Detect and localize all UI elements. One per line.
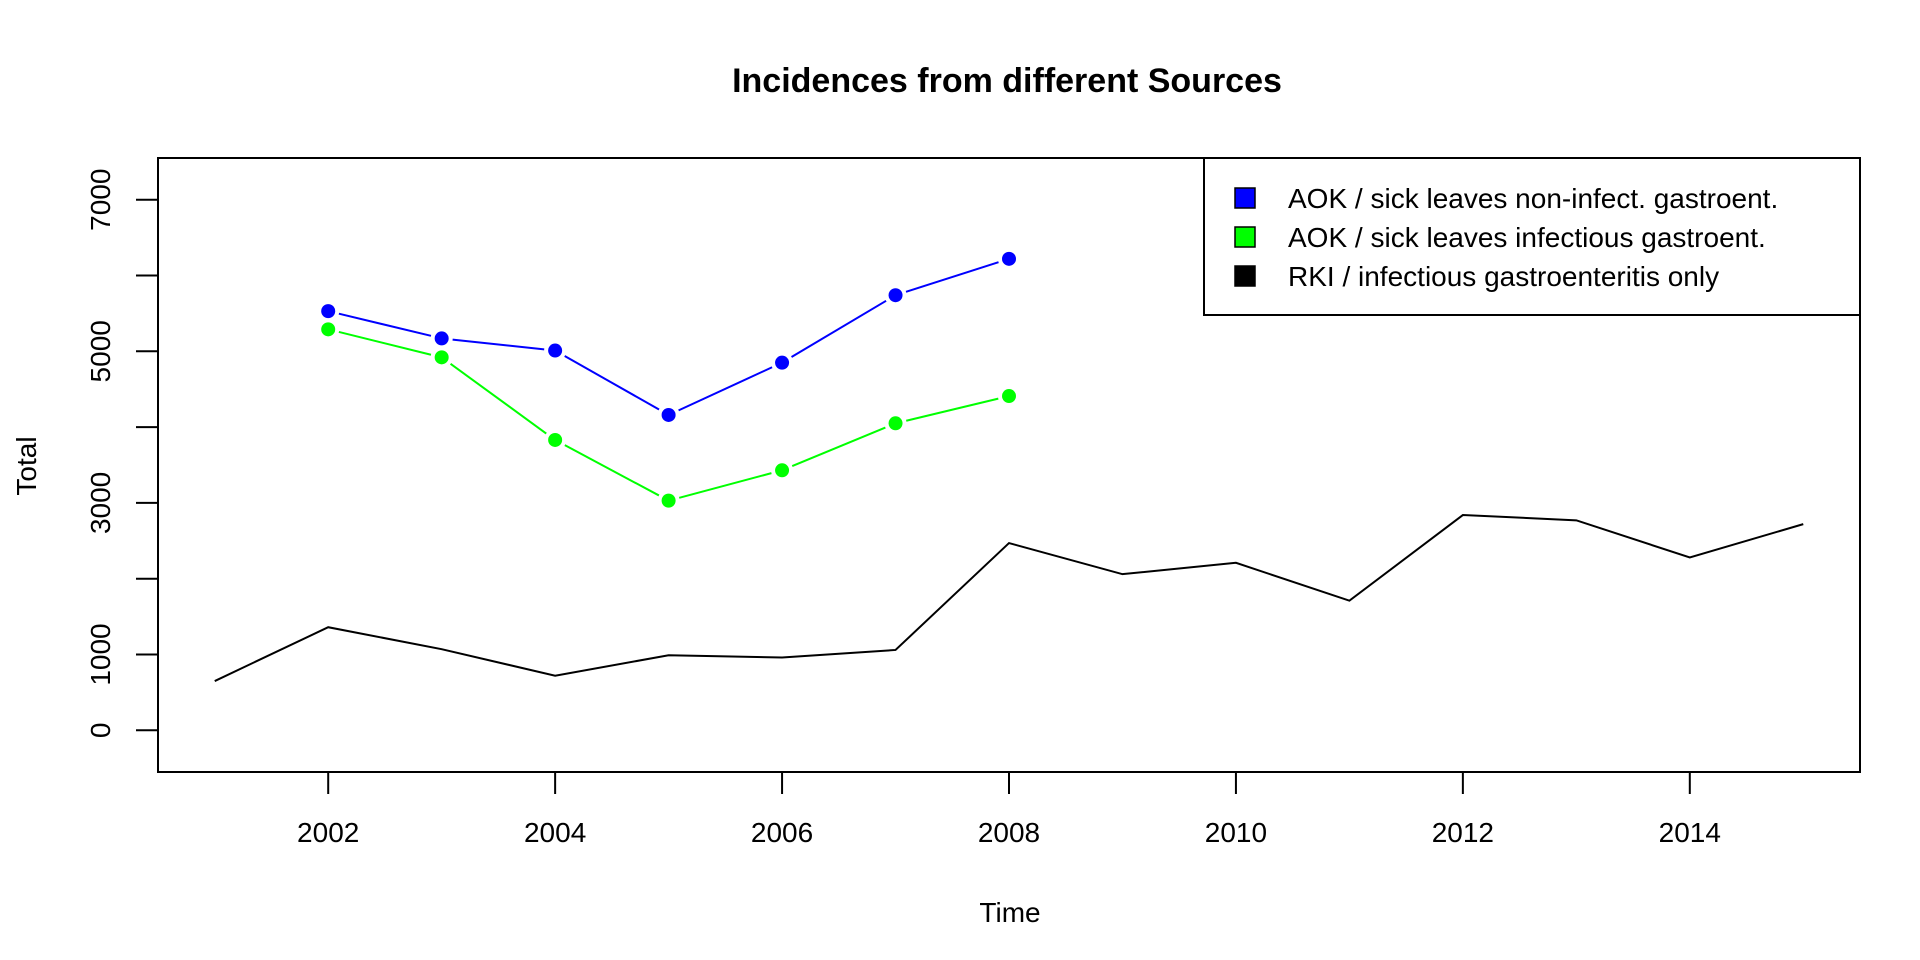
y-tick-label: 5000	[85, 320, 116, 382]
legend-item: RKI / infectious gastroenteritis only	[1234, 261, 1719, 292]
legend-item: AOK / sick leaves non-infect. gastroent.	[1234, 183, 1778, 214]
data-point	[775, 355, 790, 370]
legend-swatch-icon	[1234, 187, 1256, 209]
series-line-segment	[564, 444, 660, 497]
x-tick-label: 2004	[524, 817, 586, 848]
x-tick-label: 2010	[1205, 817, 1267, 848]
legend-swatch-icon	[1234, 265, 1256, 287]
data-point	[888, 288, 903, 303]
series-line-segment	[905, 261, 999, 293]
x-axis: 2002 2004 2006 2008 2010 2012 2014	[297, 771, 1721, 848]
series-line-segment	[678, 472, 772, 499]
series	[321, 251, 1016, 422]
y-axis: 0 1000 3000 5000 7000	[85, 169, 159, 739]
y-tick-label: 7000	[85, 169, 116, 231]
data-point	[775, 463, 790, 478]
data-point	[321, 322, 336, 337]
x-tick-label: 2012	[1432, 817, 1494, 848]
x-tick-label: 2008	[978, 817, 1040, 848]
series-line-segment	[791, 426, 886, 468]
data-point	[661, 407, 676, 422]
data-point	[661, 493, 676, 508]
series-line-segment	[564, 355, 660, 411]
data-point	[548, 343, 563, 358]
series-layer	[214, 251, 1804, 682]
y-tick-label: 3000	[85, 472, 116, 534]
y-tick-label: 0	[85, 723, 116, 739]
series-line-segment	[338, 312, 432, 337]
legend-box	[1203, 157, 1861, 316]
legend-label: AOK / sick leaves non-infect. gastroent.	[1288, 183, 1778, 214]
legend-label: AOK / sick leaves infectious gastroent.	[1288, 222, 1766, 253]
series-line-segment	[678, 366, 773, 412]
x-axis-label: Time	[979, 897, 1040, 928]
legend-label: RKI / infectious gastroenteritis only	[1288, 261, 1719, 292]
y-axis-label: Total	[11, 436, 42, 495]
chart-title: Incidences from different Sources	[732, 62, 1282, 100]
data-point	[1002, 251, 1016, 266]
x-tick-label: 2014	[1659, 817, 1721, 848]
x-tick-label: 2002	[297, 817, 359, 848]
series	[214, 514, 1804, 682]
series-line-segment	[905, 397, 999, 422]
series	[321, 322, 1016, 508]
legend-item: AOK / sick leaves infectious gastroent.	[1234, 222, 1766, 253]
series-line-segment	[338, 330, 432, 356]
data-point	[888, 416, 903, 431]
series-line	[214, 514, 1804, 682]
data-point	[1002, 389, 1016, 404]
data-point	[434, 331, 449, 346]
legend-swatch-icon	[1234, 226, 1256, 248]
series-line-segment	[452, 338, 545, 351]
series-line-segment	[449, 363, 547, 435]
y-tick-label: 1000	[85, 623, 116, 685]
data-point	[434, 350, 449, 365]
data-point	[548, 432, 563, 447]
x-tick-label: 2006	[751, 817, 813, 848]
series-line-segment	[791, 299, 887, 358]
data-point	[321, 304, 336, 319]
legend: AOK / sick leaves non-infect. gastroent.…	[1203, 157, 1861, 316]
